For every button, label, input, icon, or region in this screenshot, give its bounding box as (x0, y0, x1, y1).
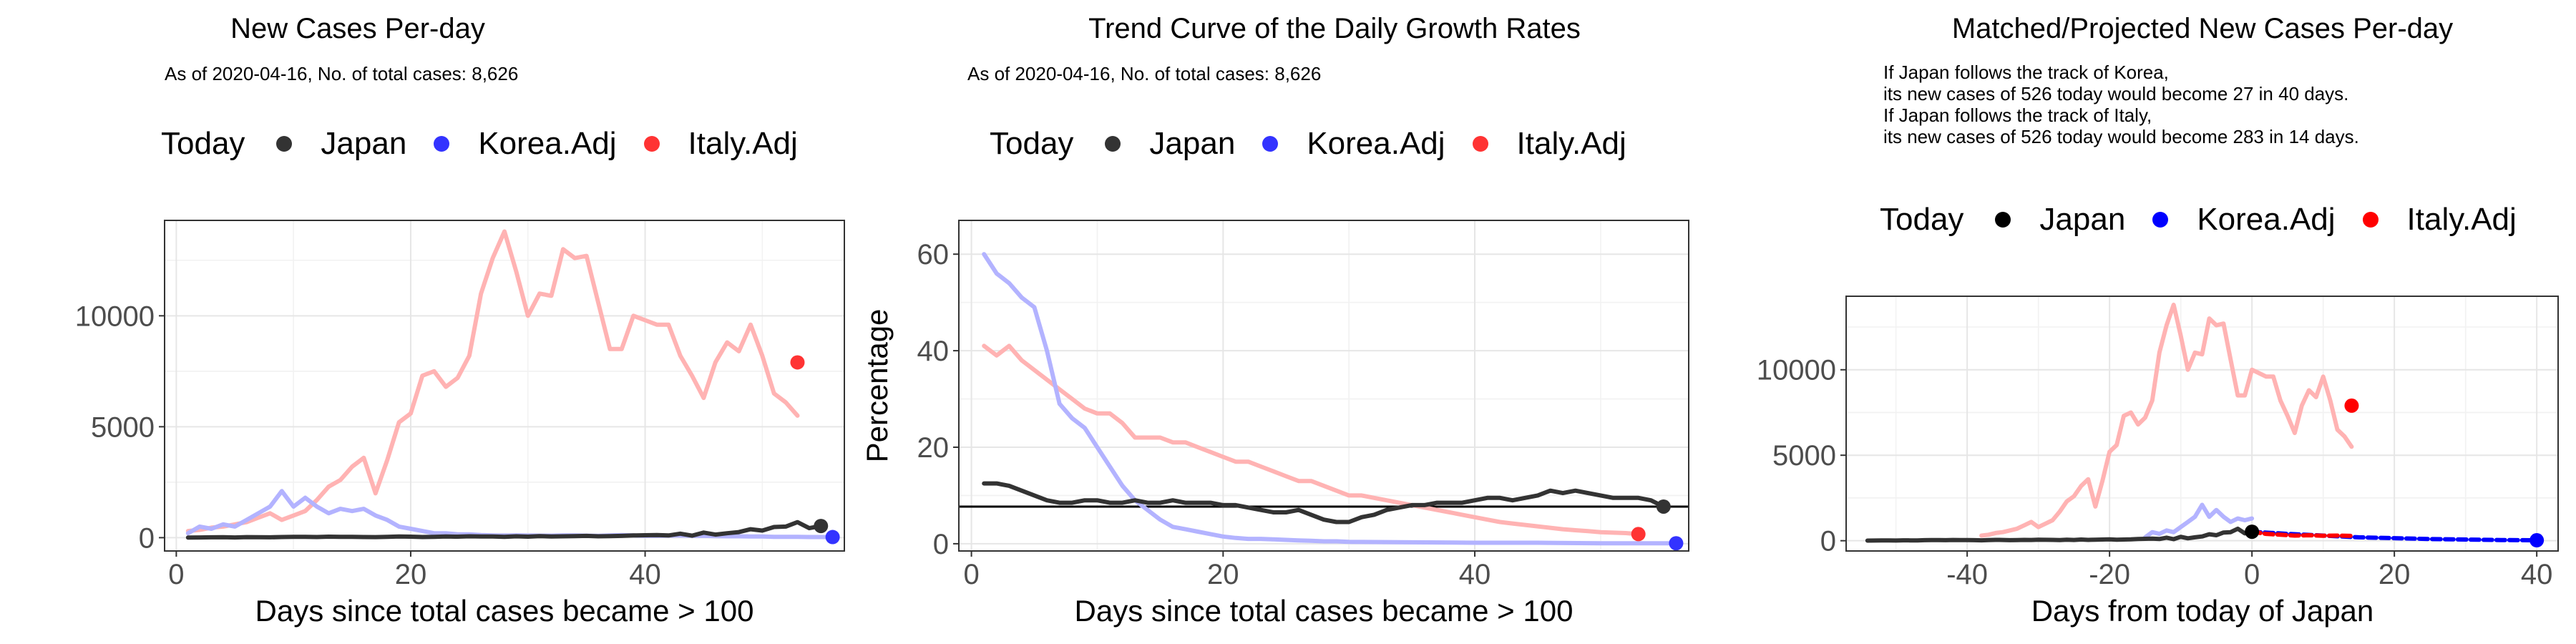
y-tick-label: 0 (139, 522, 155, 554)
chart-subtitle: As of 2020-04-16, No. of total cases: 8,… (967, 63, 1321, 84)
legend-title: Today (1880, 202, 1964, 237)
subtitle-line: its new cases of 526 today would become … (1883, 126, 2359, 147)
y-tick-label: 10000 (1757, 355, 1836, 386)
series-line-japan (185, 519, 824, 540)
today-point-korea-adj (825, 530, 840, 545)
legend-item-italy: Italy.Adj (1472, 126, 1626, 162)
panel-new-cases: New Cases Per-day As of 2020-04-16, No. … (0, 0, 859, 644)
series-line-italy-adj-projected (2250, 530, 2354, 538)
legend-label: Korea.Adj (478, 126, 617, 161)
plot-border (1845, 296, 2559, 552)
x-tick-label: -40 (1946, 559, 1988, 590)
subtitle-line: its new cases of 526 today would become … (1883, 83, 2349, 104)
legend-item-korea: Korea.Adj (2152, 202, 2336, 238)
today-point-korea-adj-projected (2529, 533, 2545, 548)
plot-background (1846, 296, 2558, 551)
plot-background (165, 220, 844, 551)
y-tick-label: 0 (933, 529, 949, 560)
legend-dot-icon (434, 136, 450, 152)
plot-border (164, 220, 845, 552)
chart-title: Matched/Projected New Cases Per-day (1951, 13, 2454, 44)
today-point-italy-adj (790, 355, 805, 370)
today-point-japan (2245, 525, 2260, 540)
subtitle-line: If Japan follows the track of Italy, (1883, 104, 2152, 126)
series-line-italy-adj (982, 343, 1641, 537)
panel-projected: Matched/Projected New Cases Per-day If J… (1717, 0, 2576, 644)
series-line-korea-adj (982, 252, 1679, 546)
plot-growth-rates: 0 20 40 0 20 40 60 Days since total cases becam… (860, 220, 1689, 628)
legend-dot-icon (2362, 212, 2379, 228)
legend-item-italy: Italy.Adj (643, 126, 798, 162)
x-axis-label: Days since total cases became > 100 (255, 594, 754, 628)
panel-growth-rates: Trend Curve of the Daily Growth Rates As… (859, 0, 1717, 644)
legend-label: Korea.Adj (1307, 126, 1445, 161)
y-axis-label: Percentage (860, 309, 894, 463)
x-tick-label: 20 (395, 559, 427, 590)
chart-subtitle: If Japan follows the track of Korea, its… (1883, 62, 2359, 147)
today-point-japan (1656, 499, 1671, 514)
y-tick-label: 40 (917, 336, 950, 367)
x-axis-label: Days since total cases became > 100 (1075, 594, 1574, 628)
series-line-japan (1865, 526, 2255, 543)
legend-item-japan: Japan (276, 126, 406, 162)
subtitle-line: If Japan follows the track of Korea, (1883, 62, 2169, 83)
legend-title: Today (990, 126, 1074, 161)
legend-dot-icon (643, 136, 660, 152)
legend-dot-icon (1105, 136, 1121, 152)
x-tick-label: 20 (2379, 559, 2411, 590)
chart-title: New Cases Per-day (230, 13, 485, 44)
x-tick-label: 20 (1207, 559, 1239, 590)
subtitle-line: As of 2020-04-16, No. of total cases: 8,… (165, 63, 519, 84)
y-tick-label: 5000 (91, 411, 155, 443)
x-tick-label: 40 (2521, 559, 2553, 590)
subtitle-line: As of 2020-04-16, No. of total cases: 8,… (967, 63, 1322, 84)
plot-projected: -40 -20 0 20 40 0 5000 10000 Days from today of … (1757, 296, 2559, 628)
legend-dot-icon (276, 136, 293, 152)
chart-subtitle: As of 2020-04-16, No. of total cases: 8,… (165, 63, 518, 84)
series-line-italy-adj (1979, 302, 2354, 538)
legend-label: Japan (1149, 126, 1236, 161)
legend-title: Today (161, 126, 245, 161)
legend-label: Japan (321, 126, 407, 161)
legend-label: Italy.Adj (688, 126, 798, 161)
legend-dot-icon (1472, 136, 1488, 152)
legend-item-japan: Japan (1995, 202, 2125, 238)
legend: Today Japan Korea.Adj Italy.Adj (161, 126, 825, 162)
x-tick-label: 0 (168, 559, 184, 590)
series-line-korea-adj (2142, 502, 2255, 540)
y-tick-label: 20 (917, 432, 950, 464)
legend: Today Japan Korea.Adj Italy.Adj (1880, 202, 2544, 238)
legend-label: Korea.Adj (2197, 202, 2336, 237)
today-point-italy-adj (2344, 398, 2359, 413)
chart-title: Trend Curve of the Daily Growth Rates (1088, 13, 1581, 44)
x-tick-label: 0 (2244, 559, 2260, 590)
legend-item-korea: Korea.Adj (434, 126, 617, 162)
x-tick-label: 0 (963, 559, 979, 590)
y-tick-label: 10000 (75, 301, 155, 332)
today-point-japan (814, 519, 829, 534)
legend-item-japan: Japan (1105, 126, 1235, 162)
plot-border (958, 220, 1689, 552)
legend-label: Italy.Adj (1516, 126, 1626, 161)
legend-dot-icon (1995, 212, 2011, 228)
x-axis-label: Days from today of Japan (2031, 594, 2374, 628)
legend-dot-icon (2152, 212, 2169, 228)
x-tick-label: 40 (629, 559, 661, 590)
series-line-japan (982, 481, 1666, 525)
legend-dot-icon (1262, 136, 1279, 152)
legend-item-korea: Korea.Adj (1262, 126, 1445, 162)
plot-new-cases: 0 20 40 0 5000 10000 Days since total cases be… (75, 220, 845, 628)
legend-item-italy: Italy.Adj (2362, 202, 2517, 238)
x-tick-label: -20 (2089, 559, 2130, 590)
today-point-korea-adj (1669, 536, 1684, 551)
x-tick-label: 40 (1459, 559, 1491, 590)
today-point-italy-adj (1631, 527, 1646, 542)
y-tick-label: 5000 (1772, 440, 1836, 472)
y-tick-label: 60 (917, 239, 950, 270)
legend-label: Italy.Adj (2406, 202, 2517, 237)
y-tick-label: 0 (1820, 526, 1836, 557)
series-line-italy-adj (185, 229, 800, 534)
legend-label: Japan (2039, 202, 2126, 237)
legend: Today Japan Korea.Adj Italy.Adj (990, 126, 1654, 162)
